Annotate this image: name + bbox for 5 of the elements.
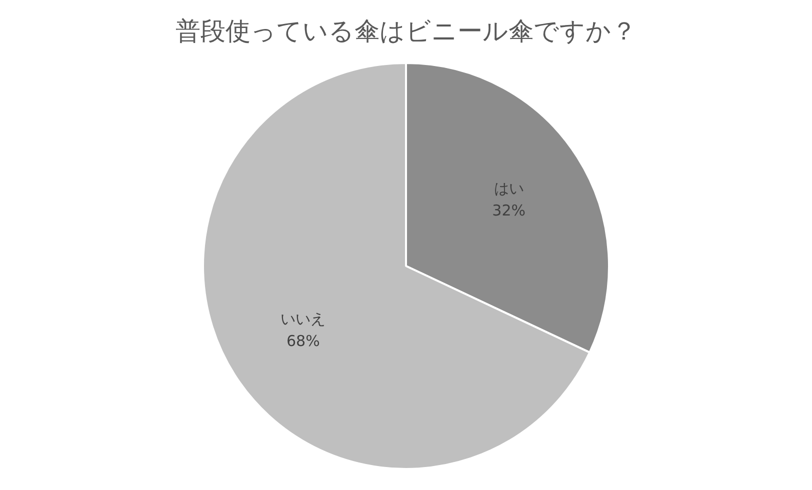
slice-label: いいえ xyxy=(280,310,326,328)
data-label: 68% xyxy=(286,332,320,350)
data-label: 32% xyxy=(492,202,526,220)
chart-title: 普段使っている傘はビニール傘ですか？ xyxy=(176,16,636,46)
slice-label: はい xyxy=(494,180,524,198)
